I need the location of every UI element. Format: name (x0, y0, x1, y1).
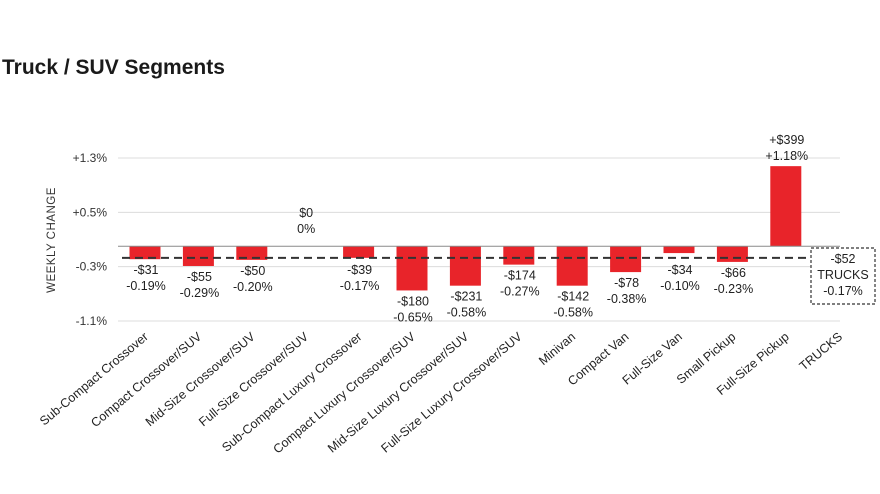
y-tick-label: +0.5% (73, 205, 108, 219)
data-label-dollar: -$55 (187, 270, 212, 284)
data-label-dollar: $0 (299, 206, 313, 220)
bar (663, 246, 695, 254)
data-label-dollar: -$31 (133, 263, 158, 277)
x-category-label: Minivan (536, 330, 578, 368)
data-label-dollar: +$399 (769, 133, 804, 147)
bar (556, 246, 588, 286)
chart-title: Truck / SUV Segments (2, 56, 225, 79)
data-label-dollar: -$174 (504, 269, 536, 283)
bar (716, 246, 748, 262)
trucks-summary-box: -$52 TRUCKS -0.17% (810, 247, 876, 305)
summary-box-border (810, 247, 876, 305)
data-label-dollar: -$66 (721, 266, 746, 280)
y-tick-label: -1.1% (76, 314, 108, 328)
data-label-dollar: -$142 (557, 290, 589, 304)
data-label-dollar: -$231 (450, 290, 482, 304)
summary-label: TRUCKS (817, 268, 868, 282)
bar (770, 166, 802, 247)
data-label-percent: +1.18% (765, 149, 808, 163)
data-label-dollar: -$34 (667, 263, 692, 277)
data-label-percent: 0% (297, 222, 315, 236)
x-category-label: TRUCKS (797, 330, 845, 374)
data-label-percent: -0.17% (340, 279, 380, 293)
y-tick-label: -0.3% (76, 260, 108, 274)
bar (129, 246, 161, 260)
data-label-dollar: -$50 (240, 264, 265, 278)
y-tick-label: +1.3% (73, 151, 108, 165)
bar (182, 246, 214, 266)
data-label-percent: -0.10% (660, 279, 700, 293)
bars (129, 166, 802, 291)
data-label-percent: -0.38% (607, 292, 647, 306)
data-labels: -$31 -0.19% -$55 -0.29% -$50 -0.20% $0 0% -$39 -0… (126, 133, 808, 324)
data-label-percent: -0.58% (553, 306, 593, 320)
y-axis-ticks: +1.3% +0.5% -0.3% -1.1% (73, 151, 108, 328)
data-label-percent: -0.58% (447, 306, 487, 320)
y-axis-title: WEEKLY CHANGE (46, 187, 58, 293)
bar (396, 246, 428, 291)
data-label-dollar: -$180 (397, 294, 429, 308)
data-label-percent: -0.23% (714, 282, 754, 296)
summary-dollar: -$52 (830, 252, 855, 266)
data-label-dollar: -$39 (347, 263, 372, 277)
data-label-dollar: -$78 (614, 276, 639, 290)
data-label-percent: -0.19% (126, 279, 166, 293)
bar (343, 246, 375, 258)
bar (236, 246, 268, 260)
data-label-percent: -0.65% (393, 310, 433, 324)
bar (449, 246, 481, 286)
summary-percent: -0.17% (823, 284, 863, 298)
data-label-percent: -0.29% (180, 286, 220, 300)
data-label-percent: -0.20% (233, 280, 273, 294)
bar (610, 246, 642, 273)
bar (503, 246, 535, 265)
data-label-percent: -0.27% (500, 285, 540, 299)
